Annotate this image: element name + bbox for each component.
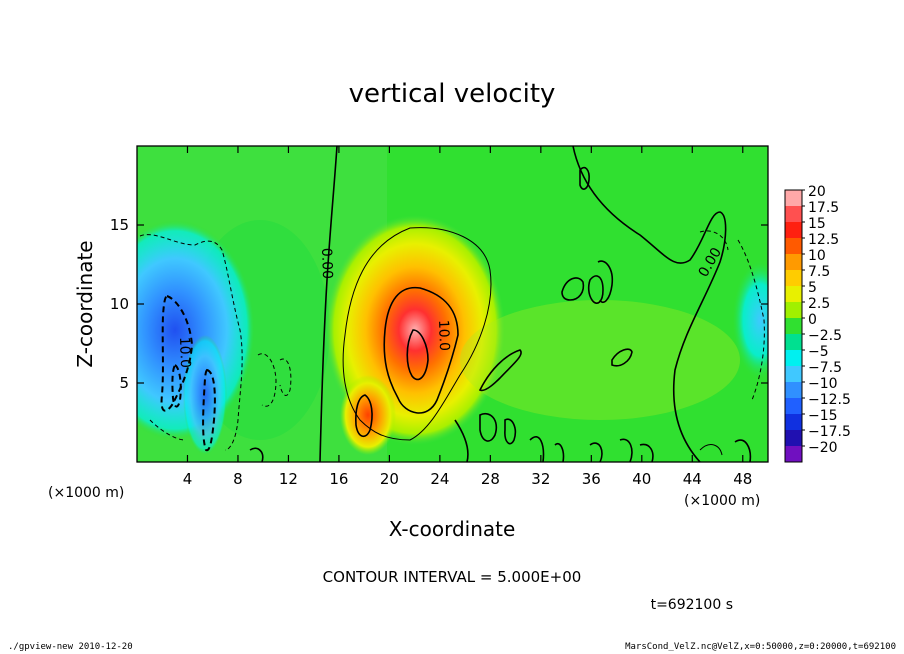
- footer-left: ./gpview-new 2010-12-20: [8, 642, 133, 652]
- x-tick-label-4: 20: [380, 470, 399, 488]
- x-tick-label-7: 32: [531, 470, 550, 488]
- x-tick-label-3: 16: [329, 470, 348, 488]
- contour-label-2: 10.0: [435, 320, 452, 352]
- chart-title: vertical velocity: [349, 79, 556, 109]
- contour-lines-negative: [139, 230, 765, 451]
- colorbar-frame: [784, 189, 803, 463]
- colorbar-label-15: −17.5: [808, 424, 851, 440]
- colorbar-swatch-0: [785, 190, 802, 207]
- x-tick-label-1: 8: [233, 470, 243, 488]
- colorbar-swatch-9: [785, 334, 802, 351]
- colorbar-label-4: 10: [808, 248, 826, 264]
- colorbar-swatch-16: [785, 446, 802, 463]
- x-axis-label: X-coordinate: [389, 517, 516, 541]
- x-unit-left: (×1000 m): [48, 485, 124, 501]
- contour-interval: CONTOUR INTERVAL = 5.000E+00: [323, 568, 582, 586]
- colorbar-swatch-3: [785, 238, 802, 255]
- colorbar-swatch-2: [785, 222, 802, 239]
- x-tick-label-2: 12: [279, 470, 298, 488]
- colorbar-swatch-1: [785, 206, 802, 223]
- colorbar-swatch-11: [785, 366, 802, 383]
- colorbar-swatch-5: [785, 270, 802, 287]
- plot-area: 0.00 10.0 10.0 0.00: [137, 146, 768, 462]
- y-tick-label-1: 10: [110, 295, 129, 313]
- x-tick-label-5: 24: [430, 470, 449, 488]
- contour-label-0: 0.00: [318, 248, 335, 280]
- x-tick-label-11: 48: [733, 470, 752, 488]
- colorbar-label-9: −2.5: [808, 328, 842, 344]
- colorbar-swatch-12: [785, 382, 802, 399]
- colorbar-swatch-6: [785, 286, 802, 303]
- colorbar-label-6: 5: [808, 280, 817, 296]
- y-axis: 5 10 15: [110, 216, 768, 392]
- colorbar-swatch-8: [785, 318, 802, 335]
- colorbar-label-11: −7.5: [808, 360, 842, 376]
- colorbar-label-2: 15: [808, 216, 826, 232]
- colorbar-label-3: 12.5: [808, 232, 839, 248]
- colorbar-swatch-4: [785, 254, 802, 271]
- colorbar-label-0: 20: [808, 184, 826, 200]
- x-tick-label-0: 4: [183, 470, 193, 488]
- colorbar-label-13: −12.5: [808, 392, 851, 408]
- colorbar-label-12: −10: [808, 376, 838, 392]
- x-tick-label-6: 28: [481, 470, 500, 488]
- colorbar-swatch-7: [785, 302, 802, 319]
- contour-lines: [249, 146, 752, 462]
- contour-lines-negative-strong: [160, 294, 216, 452]
- y-tick-label-2: 15: [110, 216, 129, 234]
- contour-label-1: 10.0: [176, 337, 193, 369]
- colorbar-label-1: 17.5: [808, 200, 839, 216]
- colorbar-swatch-15: [785, 430, 802, 447]
- colorbar-swatch-10: [785, 350, 802, 367]
- footer-right: MarsCond_VelZ.nc@VelZ,x=0:50000,z=0:2000…: [625, 642, 896, 652]
- time-label: t=692100 s: [651, 597, 733, 613]
- y-tick-label-0: 5: [119, 374, 129, 392]
- contour-lines-thin: [342, 227, 723, 456]
- x-tick-label-9: 40: [632, 470, 651, 488]
- colorbar-label-16: −20: [808, 440, 838, 456]
- colorbar-swatch-13: [785, 398, 802, 415]
- x-tick-label-10: 44: [683, 470, 702, 488]
- colorbar: 2017.51512.5107.552.50−2.5−5−7.5−10−12.5…: [784, 184, 851, 463]
- colorbar-label-5: 7.5: [808, 264, 830, 280]
- x-tick-label-8: 36: [582, 470, 601, 488]
- x-unit-right: (×1000 m): [684, 493, 760, 509]
- x-axis: 4 8 12 16 20 24 28 32 36 40 44 48: [183, 146, 752, 488]
- updraft-lobe-region: [340, 375, 396, 455]
- colorbar-swatch-14: [785, 414, 802, 431]
- colorbar-label-8: 0: [808, 312, 817, 328]
- colorbar-label-7: 2.5: [808, 296, 830, 312]
- colorbar-label-10: −5: [808, 344, 829, 360]
- y-axis-label: Z-coordinate: [73, 240, 97, 367]
- colorbar-label-14: −15: [808, 408, 838, 424]
